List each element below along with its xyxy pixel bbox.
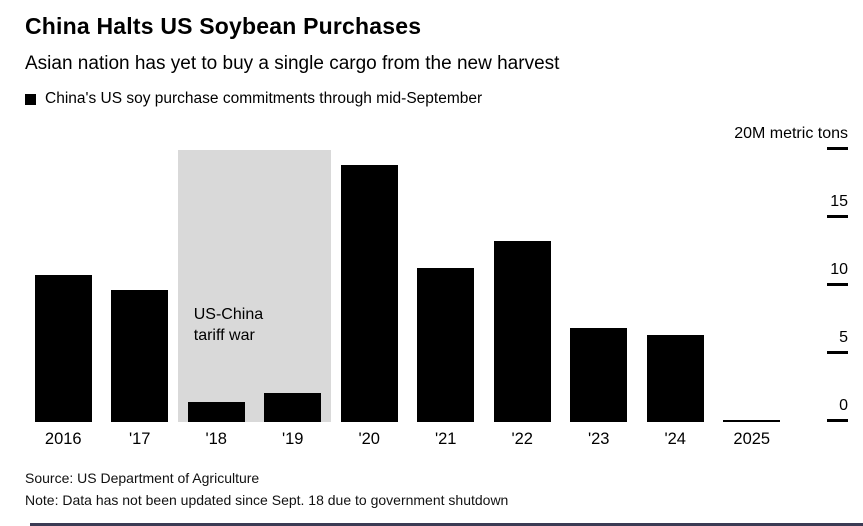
bar (723, 419, 781, 422)
bar (264, 393, 322, 422)
chart-title: China Halts US Soybean Purchases (25, 13, 422, 39)
x-axis: 2016 '17 '18 '19 '20 '21 '22 '23 '24 2025 (25, 430, 790, 452)
y-tick-mark (827, 147, 848, 150)
x-axis-label: '20 (358, 430, 380, 448)
y-axis-label: 10 (830, 261, 848, 278)
y-tick-mark (827, 419, 848, 422)
x-axis-label: '21 (434, 430, 457, 448)
legend: China's US soy purchase commitments thro… (25, 90, 482, 108)
x-axis-label: '18 (205, 430, 227, 448)
source-text: Source: US Department of Agriculture (25, 470, 260, 486)
legend-label: China's US soy purchase commitments thro… (45, 90, 483, 107)
chart-subtitle: Asian nation has yet to buy a single car… (25, 53, 560, 74)
annotation-line: US-China (193, 306, 264, 323)
bar (417, 268, 475, 422)
x-axis-label: '19 (281, 430, 304, 448)
tariff-war-region (177, 150, 332, 422)
legend-swatch-icon (25, 93, 36, 105)
x-axis-label: '23 (587, 430, 610, 448)
x-axis-label: '22 (511, 430, 533, 448)
y-tick-mark (827, 351, 848, 354)
bar (646, 334, 704, 422)
y-axis-label: 15 (830, 193, 848, 210)
bar (340, 164, 398, 422)
tariff-war-annotation: US-China tariff war (194, 304, 263, 346)
note-text: Note: Data has not been updated since Se… (25, 492, 509, 508)
x-axis-label: 2016 (44, 430, 82, 448)
bar (34, 275, 92, 422)
bar (187, 401, 245, 422)
y-axis-label: 0 (839, 397, 848, 414)
bottom-strip (30, 523, 863, 526)
y-axis-label: 20M metric tons (734, 125, 848, 142)
bar (570, 328, 628, 422)
y-tick-mark (827, 283, 848, 286)
bar (493, 241, 551, 422)
x-axis-label: 2025 (733, 430, 771, 448)
plot-area: US-China tariff war (25, 150, 790, 422)
x-axis-label: '24 (664, 430, 686, 448)
y-tick-mark (827, 215, 848, 218)
y-axis-label: 5 (839, 329, 848, 346)
bar (111, 290, 169, 422)
annotation-line: tariff war (193, 327, 255, 344)
x-axis-label: '17 (128, 430, 151, 448)
